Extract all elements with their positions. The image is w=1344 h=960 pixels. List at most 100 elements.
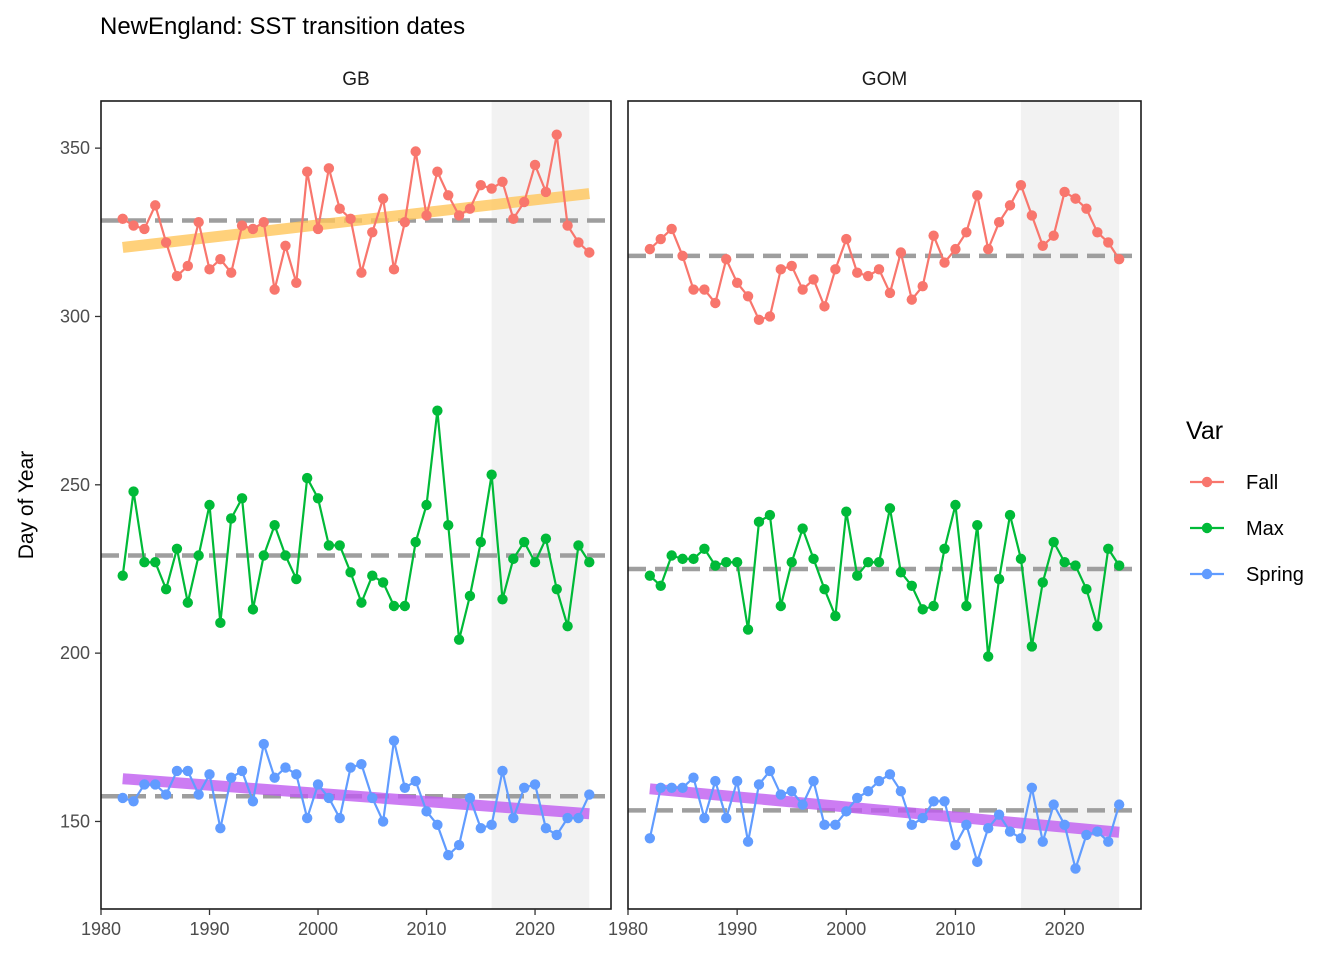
point-fall — [993, 217, 1005, 228]
point-spring — [117, 792, 128, 804]
point-fall — [497, 176, 508, 187]
point-spring — [873, 775, 885, 787]
legend-marker-fall — [1201, 476, 1213, 488]
point-spring — [345, 762, 356, 773]
point-max — [884, 503, 896, 514]
point-fall — [841, 233, 852, 245]
point-spring — [551, 829, 562, 841]
point-max — [410, 536, 421, 548]
point-fall — [171, 270, 183, 282]
point-max — [367, 570, 378, 581]
point-fall — [710, 297, 721, 309]
chart-title: NewEngland: SST transition dates — [100, 13, 465, 40]
point-max — [356, 597, 367, 608]
x-tick-label: 2010 — [407, 919, 447, 939]
point-max — [204, 499, 215, 511]
y-tick-label: 300 — [60, 306, 90, 326]
point-fall — [808, 274, 819, 285]
point-max — [830, 610, 841, 622]
point-spring — [710, 775, 721, 787]
point-spring — [1048, 799, 1059, 810]
point-max — [819, 583, 830, 595]
point-fall — [1070, 193, 1081, 204]
point-max — [182, 597, 194, 608]
point-max — [950, 499, 961, 511]
panel-gb: GB 1980 1990 2000 2010 2020 150 200 250 300 350 — [60, 69, 612, 939]
point-fall — [884, 287, 896, 299]
point-max — [573, 540, 584, 551]
point-fall — [280, 240, 291, 251]
point-max — [323, 540, 335, 551]
point-spring — [884, 769, 896, 780]
point-fall — [950, 243, 961, 255]
point-spring — [193, 789, 204, 800]
point-max — [301, 472, 313, 484]
point-fall — [367, 227, 378, 238]
point-spring — [226, 772, 237, 783]
point-fall — [742, 291, 754, 302]
point-fall — [540, 186, 552, 198]
point-fall — [1059, 186, 1070, 198]
point-fall — [1113, 254, 1125, 265]
point-max — [193, 550, 204, 561]
point-max — [160, 583, 172, 595]
point-spring — [410, 775, 421, 787]
point-fall — [1026, 210, 1038, 221]
point-spring — [269, 772, 280, 783]
y-tick-label: 250 — [60, 475, 90, 495]
legend-marker-spring — [1201, 568, 1213, 580]
point-spring — [830, 819, 841, 831]
point-fall — [753, 314, 765, 326]
point-max — [786, 557, 797, 568]
point-fall — [215, 254, 226, 265]
point-spring — [356, 759, 367, 770]
point-fall — [939, 257, 950, 268]
point-spring — [972, 856, 983, 868]
point-max — [529, 557, 541, 568]
point-max — [1015, 553, 1027, 565]
point-spring — [573, 812, 584, 824]
point-max — [518, 536, 530, 548]
point-max — [1103, 543, 1114, 554]
point-spring — [721, 812, 732, 824]
point-max — [139, 557, 150, 568]
panel-gom: GOM 1980 1990 2000 2010 2020 — [608, 69, 1142, 939]
point-spring — [215, 823, 226, 834]
y-tick-label: 150 — [60, 811, 90, 831]
point-fall — [432, 166, 443, 177]
point-max — [334, 540, 345, 551]
point-fall — [819, 301, 830, 312]
point-fall — [508, 213, 519, 225]
shaded-region — [1020, 101, 1120, 909]
point-fall — [655, 233, 666, 245]
point-fall — [453, 210, 465, 221]
point-spring — [644, 833, 656, 844]
point-fall — [677, 250, 688, 262]
point-fall — [982, 243, 994, 255]
point-fall — [1092, 227, 1103, 238]
point-spring — [993, 809, 1005, 820]
point-spring — [688, 772, 699, 783]
point-spring — [906, 819, 917, 831]
y-axis-title: Day of Year — [15, 451, 38, 560]
point-fall — [150, 200, 161, 211]
point-max — [655, 580, 666, 591]
point-fall — [1037, 240, 1048, 251]
point-spring — [540, 823, 552, 834]
point-max — [150, 557, 161, 568]
point-fall — [334, 203, 345, 214]
point-spring — [453, 839, 465, 851]
series-line-max — [121, 409, 591, 641]
point-max — [710, 560, 721, 571]
x-tick-label: 2000 — [826, 919, 866, 939]
point-spring — [982, 823, 994, 834]
legend: Var Fall Max Spring — [1186, 417, 1304, 586]
point-spring — [334, 812, 345, 824]
point-fall — [1103, 237, 1114, 248]
point-max — [1059, 557, 1070, 568]
point-max — [972, 520, 983, 531]
point-spring — [1004, 826, 1016, 837]
point-max — [895, 567, 907, 578]
point-spring — [1092, 826, 1103, 837]
point-fall — [786, 260, 797, 272]
